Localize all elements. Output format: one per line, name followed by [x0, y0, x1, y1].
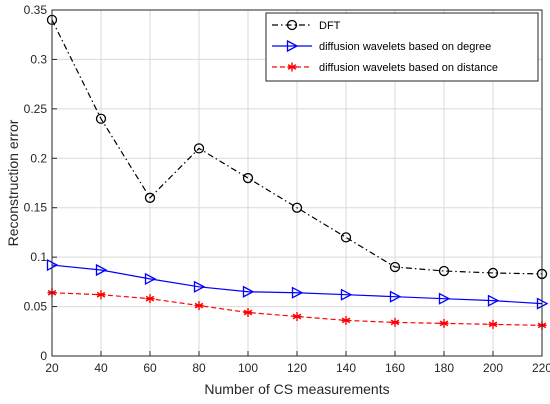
x-tick-label: 80 [192, 361, 206, 375]
series-0 [46, 14, 548, 280]
series-line [51, 19, 543, 275]
circle-marker [340, 232, 352, 243]
triangle-marker [291, 286, 304, 299]
triangle-marker [242, 285, 255, 298]
circle-marker [487, 267, 499, 279]
circle-marker [286, 19, 298, 31]
circle-marker [193, 143, 205, 154]
asterisk-marker [390, 317, 400, 327]
x-tick-label: 220 [532, 361, 550, 375]
series-line [51, 264, 543, 305]
legend-item: diffusion wavelets based on degree [272, 39, 491, 53]
circle-marker [242, 172, 254, 184]
asterisk-marker [341, 315, 351, 325]
triangle-marker [286, 39, 299, 53]
y-tick-label: 0.3 [30, 52, 47, 66]
x-tick-label: 60 [143, 361, 157, 375]
x-tick-label: 40 [94, 361, 108, 375]
asterisk-marker [292, 311, 302, 321]
triangle-marker [438, 292, 451, 305]
asterisk-marker [287, 62, 297, 72]
asterisk-marker [145, 294, 155, 304]
x-tick-label: 120 [287, 361, 307, 375]
series-layer [46, 14, 549, 330]
triangle-marker [487, 294, 500, 307]
legend-label: diffusion wavelets based on degree [319, 41, 491, 53]
circle-marker [389, 261, 401, 273]
y-tick-label: 0.2 [30, 151, 47, 165]
asterisk-marker [96, 290, 106, 300]
triangle-marker [340, 288, 353, 301]
x-axis-label: Number of CS measurements [204, 381, 389, 397]
asterisk-marker [243, 308, 253, 318]
x-tick-label: 180 [434, 361, 454, 375]
x-tick-label: 20 [45, 361, 59, 375]
triangle-marker [389, 290, 402, 303]
triangle-marker [193, 280, 206, 293]
y-axis-label: Reconstruction error [5, 119, 21, 246]
legend-label: diffusion wavelets based on distance [319, 62, 498, 74]
asterisk-marker [488, 319, 498, 329]
x-tick-label: 200 [483, 361, 503, 375]
axis-ticks: 20 40 60 80 100 120 140 160 180 200 220 0 0.05 0.1 0.1… [24, 3, 550, 375]
y-tick-label: 0.1 [30, 250, 47, 264]
x-tick-label: 160 [385, 361, 405, 375]
circle-marker [95, 113, 107, 124]
asterisk-marker [439, 318, 449, 328]
legend-label: DFT [319, 20, 341, 32]
y-tick-label: 0 [40, 349, 47, 363]
triangle-marker [95, 263, 108, 277]
x-tick-label: 100 [238, 361, 258, 375]
circle-marker [438, 265, 450, 277]
triangle-marker [144, 272, 157, 285]
legend: DFT diffusion wavelets based on degree dif… [265, 12, 539, 82]
legend-item: diffusion wavelets based on distance [272, 62, 498, 74]
y-tick-label: 0.05 [24, 300, 48, 314]
y-tick-label: 0.35 [24, 3, 48, 17]
legend-box [265, 12, 539, 82]
legend-item: DFT [272, 19, 341, 32]
asterisk-marker [194, 301, 204, 311]
x-tick-label: 140 [336, 361, 356, 375]
circle-marker [144, 192, 156, 203]
y-tick-label: 0.25 [24, 102, 48, 116]
y-tick-label: 0.15 [24, 201, 48, 215]
circle-marker [291, 202, 303, 213]
series-line [51, 292, 543, 326]
